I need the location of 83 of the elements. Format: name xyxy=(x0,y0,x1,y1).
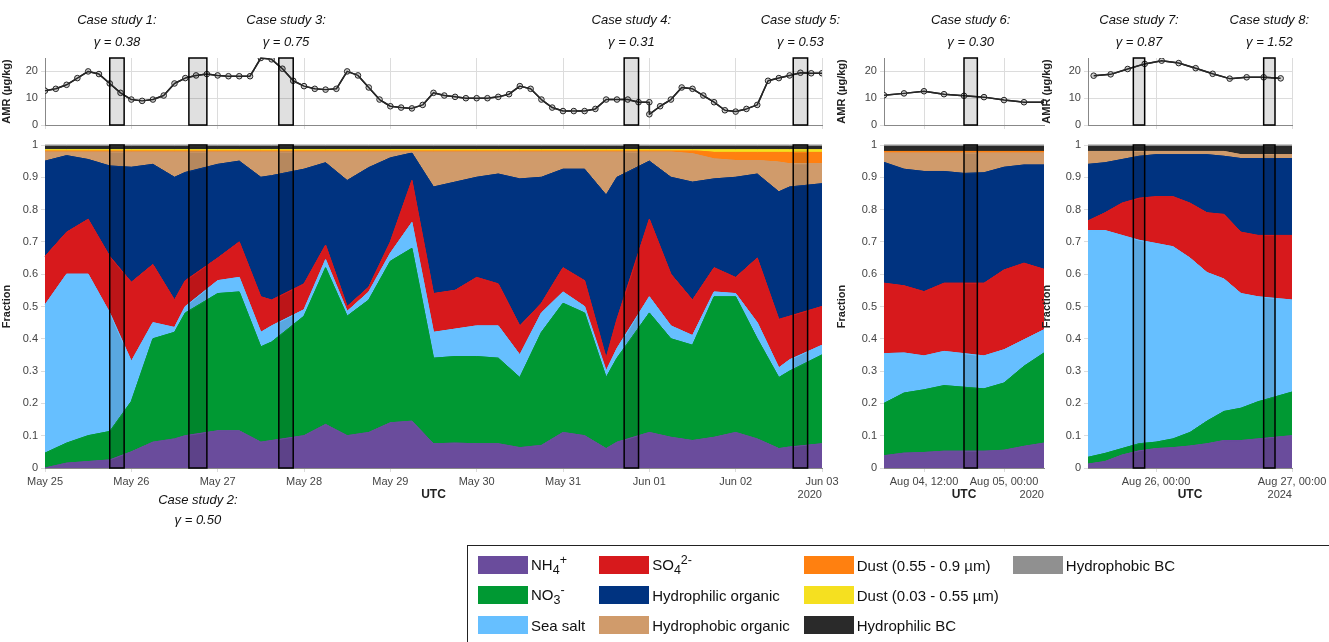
text: 2024 xyxy=(1267,488,1292,501)
y-tick-label: 20 xyxy=(1068,64,1081,77)
y-tick-label: 0.1 xyxy=(22,428,38,441)
y-tick-label: 0.1 xyxy=(1065,428,1081,441)
x-tick-label: Jun 02 xyxy=(719,474,753,487)
y-tick-label: 0 xyxy=(31,461,38,474)
legend-label: Dust (0.55 - 0.9 µm) xyxy=(856,556,991,574)
legend-label: Hydrophobic organic xyxy=(652,616,790,634)
band-label: Case study 5: γ = 0.53 xyxy=(760,11,841,49)
y-tick-label: 10 xyxy=(864,91,877,104)
y-tick-label: 1 xyxy=(870,138,877,151)
band-label: Case study 7: γ = 0.87 xyxy=(1099,11,1180,49)
x-tick-label: Aug 27, 00:00 xyxy=(1257,474,1327,487)
legend-label: Hydrophilic BC xyxy=(856,616,956,634)
y-tick-label: 0.7 xyxy=(22,234,38,247)
x-tick-label: May 30 xyxy=(458,474,495,487)
y-tick-label: 10 xyxy=(25,91,38,104)
y-tick-label: 0.5 xyxy=(1065,299,1081,312)
band-label: Case study 6: γ = 0.30 xyxy=(930,11,1011,49)
y-tick-label: 0.4 xyxy=(22,331,38,344)
y-tick-label: 0.9 xyxy=(22,170,38,183)
text: 2020 xyxy=(797,488,822,501)
y-tick-label: 0 xyxy=(870,461,877,474)
y-tick-label: 0 xyxy=(1074,118,1081,131)
x-axis-title: UTC xyxy=(1177,487,1203,502)
y-tick-label: 0.5 xyxy=(861,299,877,312)
band-label: Case study 3: γ = 0.75 xyxy=(246,11,327,49)
y-tick-label: 0.4 xyxy=(861,331,877,344)
y-tick-label: 20 xyxy=(864,64,877,77)
y-tick-label: 0.2 xyxy=(1065,396,1081,409)
y-tick-label: 0.8 xyxy=(861,202,877,215)
x-tick-label: Jun 01 xyxy=(632,474,666,487)
y-axis-title: Fraction xyxy=(1039,284,1052,329)
y-tick-label: 0.5 xyxy=(22,299,38,312)
y-tick-label: 0.3 xyxy=(22,364,38,377)
x-tick-label: Aug 05, 00:00 xyxy=(969,474,1039,487)
y-tick-label: 0.9 xyxy=(861,170,877,183)
y-axis-title: Fraction xyxy=(0,284,12,329)
y-tick-label: 1 xyxy=(1074,138,1081,151)
y-tick-label: 0.1 xyxy=(861,428,877,441)
legend-label: Sea salt xyxy=(531,616,586,634)
x-tick-label: May 27 xyxy=(199,474,236,487)
y-axis-title: AMR (µg/kg) xyxy=(1039,58,1052,124)
y-tick-label: 10 xyxy=(1068,91,1081,104)
x-tick-label: Jun 03 xyxy=(805,474,839,487)
x-tick-label: May 26 xyxy=(113,474,150,487)
y-tick-label: 0.4 xyxy=(1065,331,1081,344)
y-tick-label: 0.2 xyxy=(22,396,38,409)
y-tick-label: 0 xyxy=(870,118,877,131)
y-tick-label: 0 xyxy=(1074,461,1081,474)
legend-label: Hydrophilic organic xyxy=(652,586,780,604)
y-tick-label: 0.7 xyxy=(1065,234,1081,247)
y-tick-label: 0.9 xyxy=(1065,170,1081,183)
x-tick-label: May 31 xyxy=(544,474,582,487)
y-axis-title: AMR (µg/kg) xyxy=(834,58,847,124)
y-axis-title: Fraction xyxy=(834,284,847,329)
x-tick-label: Aug 04, 12:00 xyxy=(889,474,959,487)
band-label: Case study 4: γ = 0.31 xyxy=(591,11,672,49)
y-tick-label: 0.3 xyxy=(861,364,877,377)
y-axis-title: AMR (µg/kg) xyxy=(0,58,12,124)
text: 2020 xyxy=(1019,488,1044,501)
y-tick-label: 0.3 xyxy=(1065,364,1081,377)
x-tick-label: May 28 xyxy=(285,474,323,487)
y-tick-label: 0 xyxy=(31,118,38,131)
band-label: Case study 2: γ = 0.50 xyxy=(158,491,239,527)
band-label: Case study 8: γ = 1.52 xyxy=(1229,11,1310,49)
y-tick-label: 0.6 xyxy=(22,267,38,280)
y-tick-label: 0.6 xyxy=(1065,267,1081,280)
legend-label: Dust (0.03 - 0.55 µm) xyxy=(856,586,999,604)
y-tick-label: 1 xyxy=(31,138,38,151)
y-tick-label: 0.2 xyxy=(861,396,877,409)
y-tick-label: 0.6 xyxy=(861,267,877,280)
legend-label: Hydrophobic BC xyxy=(1065,556,1176,574)
y-tick-label: 0.8 xyxy=(1065,202,1081,215)
y-tick-label: 0.8 xyxy=(22,202,38,215)
y-tick-label: 0.7 xyxy=(861,234,877,247)
x-tick-label: May 29 xyxy=(372,474,409,487)
band-label: Case study 1: γ = 0.38 xyxy=(77,11,158,49)
x-tick-label: May 25 xyxy=(26,474,64,487)
x-tick-label: Aug 26, 00:00 xyxy=(1121,474,1191,487)
x-axis-title: UTC xyxy=(421,487,447,502)
x-axis-title: UTC xyxy=(951,487,977,502)
y-tick-label: 20 xyxy=(25,64,38,77)
